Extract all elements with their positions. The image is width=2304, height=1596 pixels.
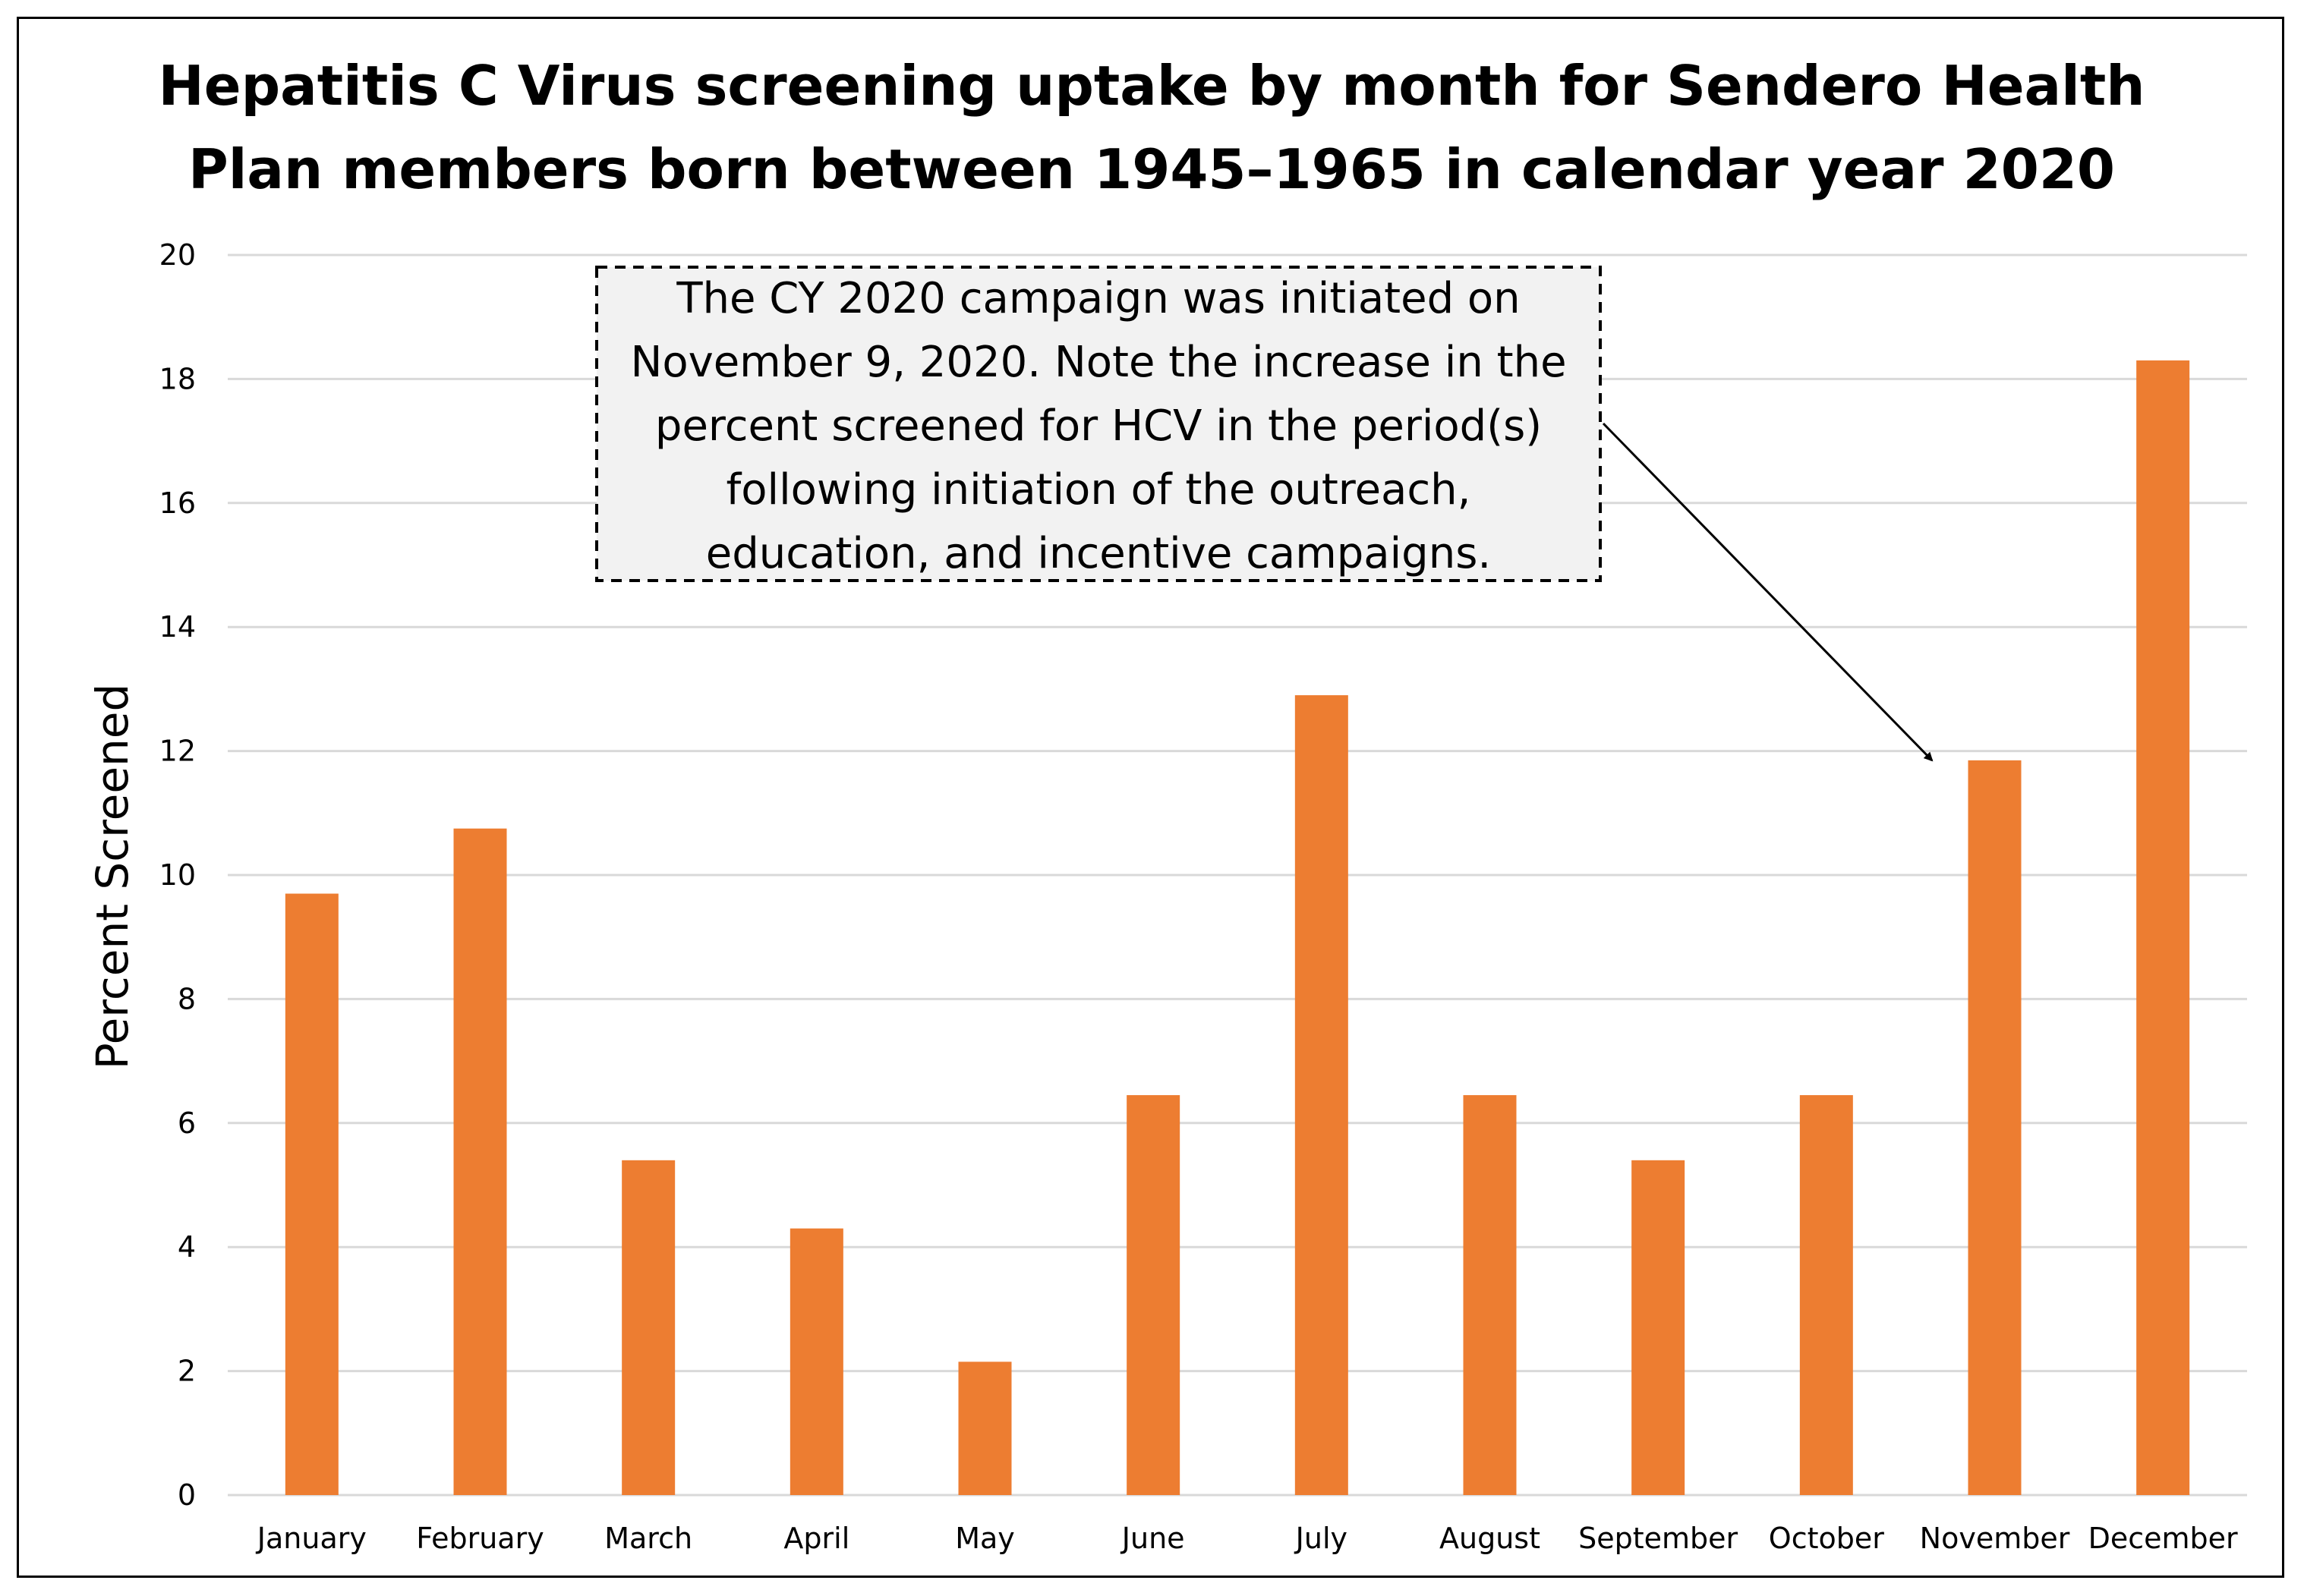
x-category-label: July <box>1294 1522 1347 1555</box>
x-category-label: August <box>1439 1522 1540 1555</box>
y-tick-label: 14 <box>159 610 196 644</box>
x-category-label: November <box>1920 1522 2070 1555</box>
bar-august <box>1463 1095 1517 1495</box>
x-category-label: December <box>2088 1522 2238 1555</box>
bar-february <box>453 828 507 1495</box>
chart-title: Hepatitis C Virus screening uptake by mo… <box>159 54 2145 201</box>
x-category-label: February <box>416 1522 544 1555</box>
bar-january <box>285 893 339 1495</box>
bar-november <box>1968 760 2022 1495</box>
x-category-label: May <box>955 1522 1015 1555</box>
y-tick-label: 12 <box>159 735 196 768</box>
x-category-label: October <box>1769 1522 1884 1555</box>
annotation-line: education, and incentive campaigns. <box>706 529 1491 578</box>
x-category-label: September <box>1578 1522 1738 1555</box>
y-tick-label: 0 <box>178 1478 196 1512</box>
x-axis-labels: January February March April May June July Augu… <box>256 1522 2238 1555</box>
y-tick-label: 4 <box>178 1230 196 1264</box>
bar-may <box>958 1361 1012 1495</box>
x-category-label: June <box>1120 1522 1185 1555</box>
annotation-line: percent screened for HCV in the period(s… <box>655 401 1542 451</box>
annotation-line: following initiation of the outreach, <box>727 465 1471 515</box>
bar-june <box>1127 1095 1180 1495</box>
y-tick-label: 10 <box>159 858 196 892</box>
y-tick-label: 16 <box>159 486 196 520</box>
annotation-text: The CY 2020 campaign was initiated on Nov… <box>630 274 1566 578</box>
y-tick-label: 20 <box>159 238 196 272</box>
annotation-arrow <box>1602 422 1934 762</box>
bar-december <box>2136 360 2190 1495</box>
y-tick-label: 2 <box>178 1355 196 1388</box>
bars <box>285 360 2190 1495</box>
bar-april <box>790 1228 843 1495</box>
chart-title-line-2: Plan members born between 1945–1965 in c… <box>188 137 2115 201</box>
y-tick-label: 6 <box>178 1106 196 1140</box>
bar-march <box>622 1160 676 1495</box>
annotation-box <box>595 266 1602 582</box>
y-tick-label: 18 <box>159 362 196 395</box>
y-tick-label: 8 <box>178 982 196 1015</box>
x-category-label: January <box>256 1522 367 1555</box>
y-axis-ticks: 0 2 4 6 8 10 12 14 16 18 20 <box>159 238 196 1512</box>
annotation: The CY 2020 campaign was initiated on Nov… <box>595 266 1934 762</box>
y-axis-title: Percent Screened <box>87 684 138 1070</box>
chart-title-line-1: Hepatitis C Virus screening uptake by mo… <box>159 54 2145 118</box>
x-category-label: April <box>783 1522 849 1555</box>
bar-september <box>1631 1160 1685 1495</box>
bar-july <box>1294 695 1348 1495</box>
annotation-line: November 9, 2020. Note the increase in t… <box>630 338 1566 387</box>
bar-october <box>1799 1095 1853 1495</box>
annotation-line: The CY 2020 campaign was initiated on <box>676 274 1520 323</box>
x-category-label: March <box>604 1522 692 1555</box>
